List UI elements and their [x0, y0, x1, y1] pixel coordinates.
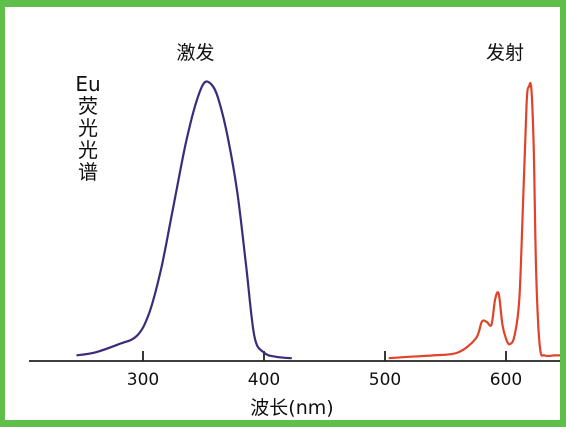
x-tick-label: 600	[490, 370, 522, 390]
excitation-series-label: 激发	[176, 42, 214, 64]
y-axis-label-char: 谱	[78, 160, 98, 184]
x-tick-label: 300	[127, 370, 159, 390]
x-tick-label: 400	[248, 370, 280, 390]
series-labels: 激发 发射	[176, 42, 524, 64]
emission-series-line	[388, 82, 560, 360]
y-axis-label-char: 光	[78, 138, 98, 162]
excitation-series-line	[76, 80, 292, 360]
x-axis-label: 波长(nm)	[250, 397, 333, 419]
series-lines	[76, 80, 560, 360]
y-axis-label: Eu 荧 光 光 谱	[75, 73, 101, 183]
chart-svg: 300 400 500 600 激发 发射 波长(nm)	[29, 42, 560, 419]
x-tick-label: 500	[369, 370, 401, 390]
y-axis-label-char: 荧	[78, 94, 98, 118]
y-axis-label-char: 光	[78, 116, 98, 140]
x-ticks: 300 400 500 600	[127, 351, 522, 390]
emission-series-label: 发射	[486, 42, 524, 64]
y-axis-label-char: Eu	[75, 72, 101, 96]
